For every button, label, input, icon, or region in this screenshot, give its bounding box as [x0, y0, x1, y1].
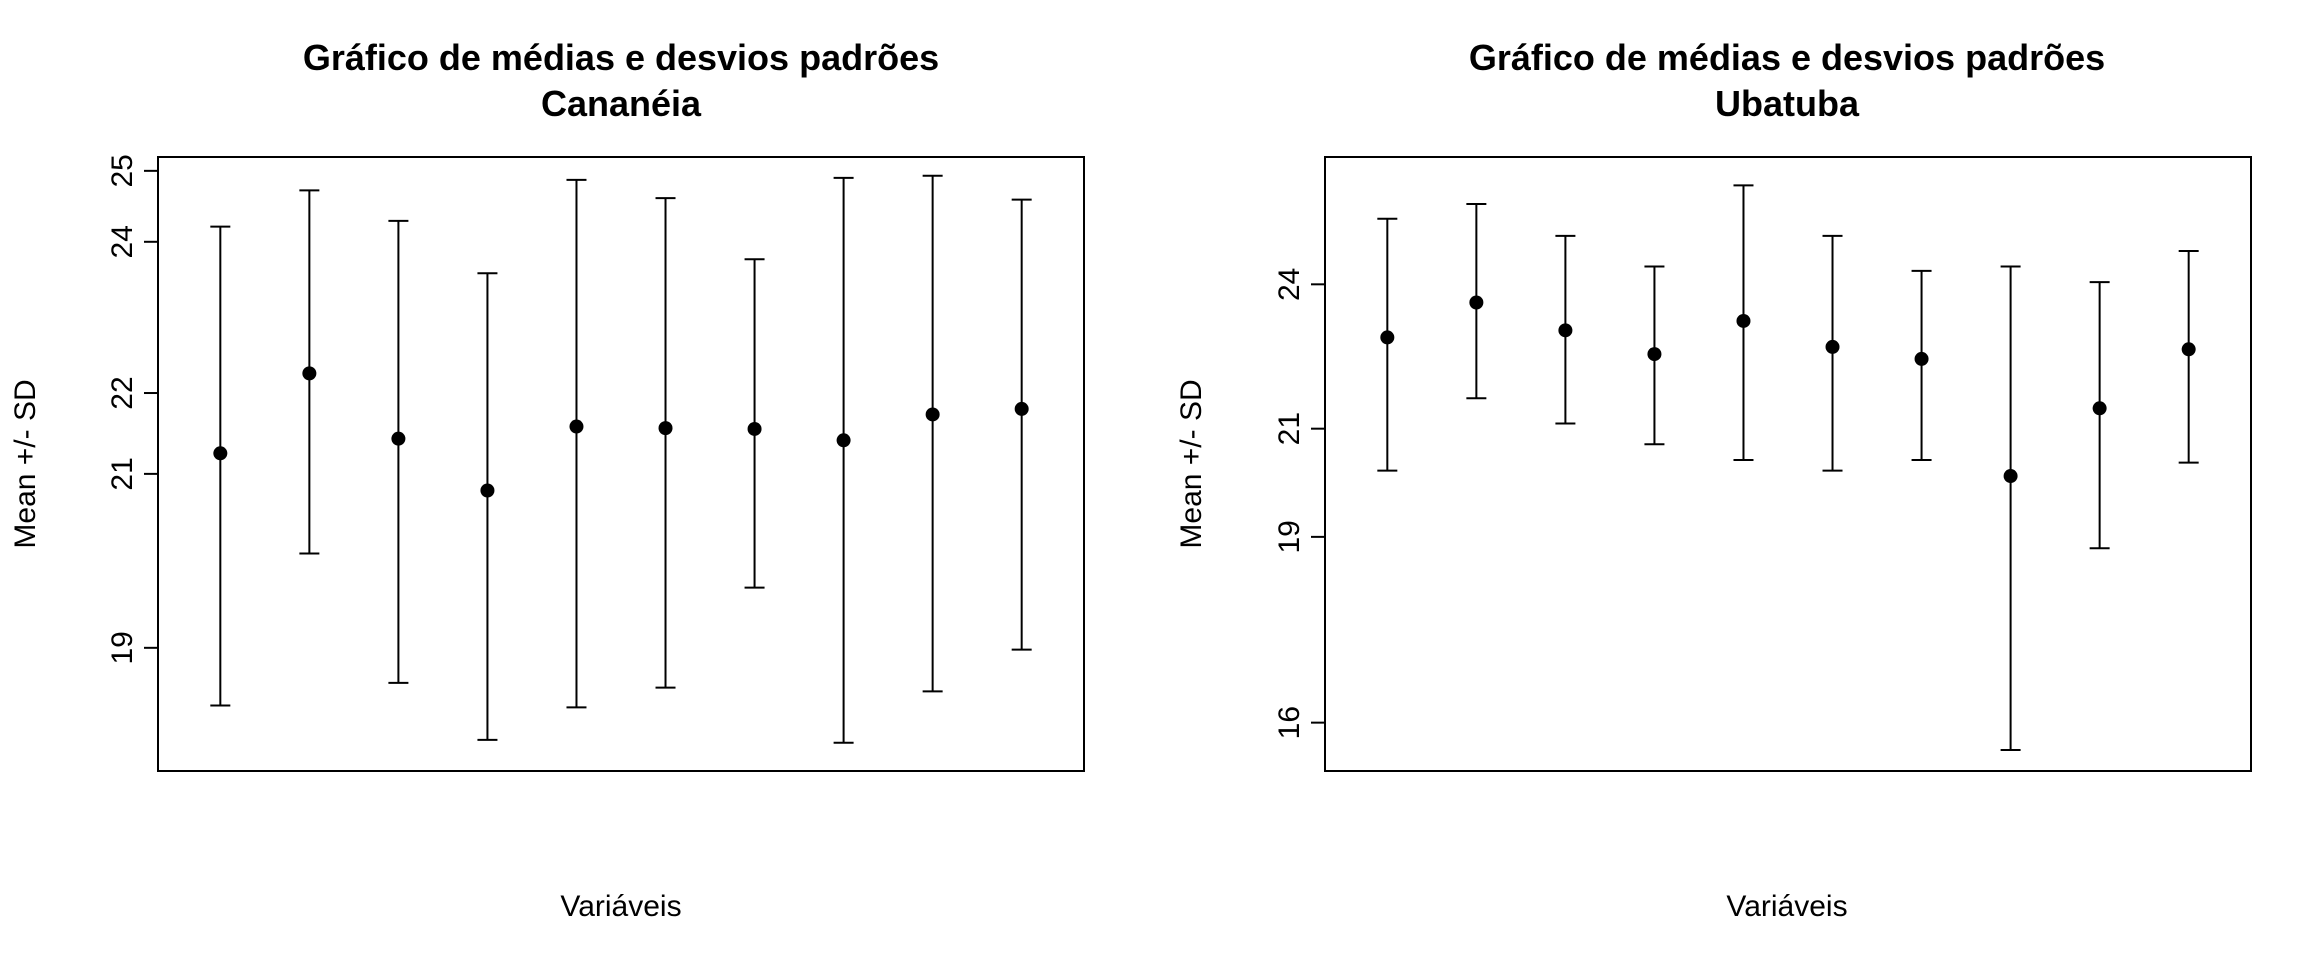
- chart-subtitle: Cananéia: [541, 83, 702, 124]
- y-tick-label: 16: [1273, 706, 1306, 739]
- mean-point: [391, 431, 406, 446]
- mean-point: [836, 433, 851, 448]
- x-axis-label: Variáveis: [560, 890, 681, 923]
- y-tick-label: 24: [106, 225, 139, 258]
- y-tick-label: 24: [1273, 268, 1306, 301]
- data-marks: [1377, 184, 2199, 752]
- y-axis: 16 19 21 24: [1273, 268, 1326, 739]
- chart-title: Gráfico de médias e desvios padrões: [303, 37, 939, 78]
- chart-subtitle: Ubatuba: [1715, 83, 1860, 124]
- y-tick-label: 19: [1273, 520, 1306, 553]
- plot-box: [157, 156, 1085, 772]
- mean-point: [569, 419, 584, 434]
- mean-point: [1647, 347, 1662, 362]
- y-axis-label: Mean +/- SD: [9, 379, 42, 548]
- mean-point: [480, 483, 495, 498]
- chart-title: Gráfico de médias e desvios padrões: [1469, 37, 2105, 78]
- y-axis: 19 21 22 24 25: [106, 154, 159, 665]
- mean-point: [1736, 313, 1751, 328]
- mean-point: [658, 421, 673, 436]
- panel-ubatuba: Gráfico de médias e desvios padrões Ubat…: [1175, 37, 2252, 923]
- mean-point: [1380, 330, 1395, 345]
- mean-point: [213, 446, 228, 461]
- mean-point: [2181, 342, 2196, 357]
- y-tick-label: 21: [106, 457, 139, 490]
- y-axis-label: Mean +/- SD: [1175, 379, 1208, 548]
- panel-cananeia: Gráfico de médias e desvios padrões Cana…: [9, 37, 1085, 923]
- mean-point: [2092, 401, 2107, 416]
- mean-point: [1914, 351, 1929, 366]
- mean-point: [1825, 339, 1840, 354]
- x-axis-label: Variáveis: [1726, 890, 1847, 923]
- y-tick-label: 22: [106, 376, 139, 409]
- plot-box: [1324, 156, 2252, 772]
- mean-point: [747, 421, 762, 436]
- y-tick-label: 19: [106, 631, 139, 664]
- mean-point: [1558, 323, 1573, 338]
- y-tick-label: 21: [1273, 412, 1306, 445]
- mean-point: [2003, 469, 2018, 484]
- mean-point: [925, 407, 940, 422]
- mean-point: [1469, 295, 1484, 310]
- y-tick-label: 25: [106, 154, 139, 187]
- data-marks: [210, 174, 1032, 744]
- mean-point: [1014, 401, 1029, 416]
- mean-point: [302, 366, 317, 381]
